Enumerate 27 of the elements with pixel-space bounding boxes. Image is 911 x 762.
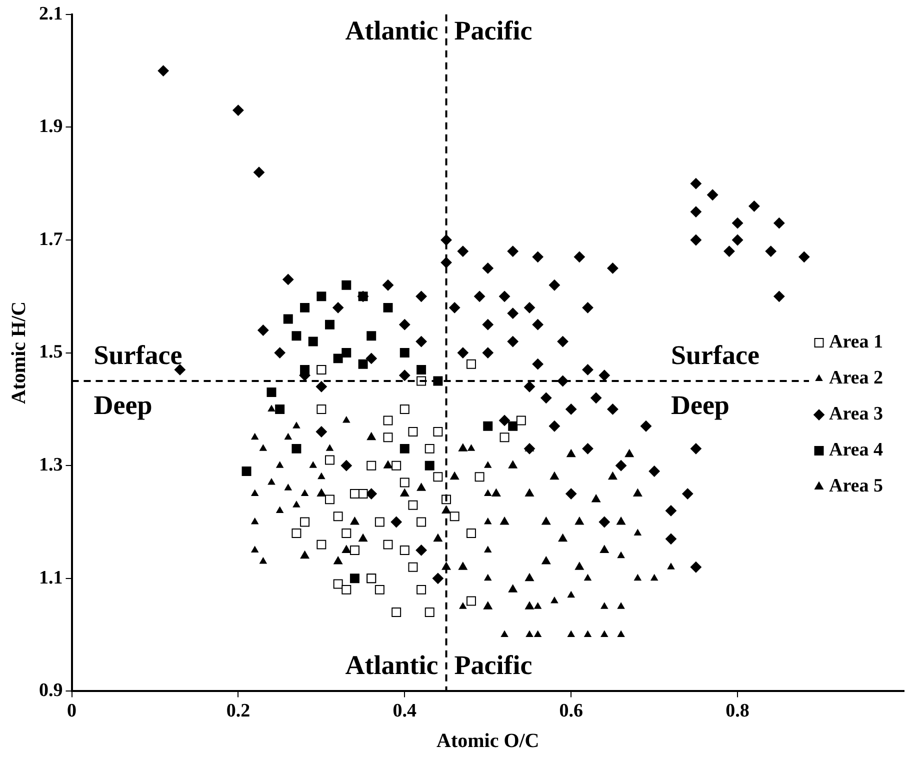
x-tick-label: 0.8 — [726, 700, 750, 722]
y-tick-label: 1.9 — [39, 116, 63, 138]
annotation: Deep — [670, 390, 730, 420]
y-tick-label: 1.5 — [39, 342, 63, 363]
y-axis-title: Atomic H/C — [8, 301, 30, 404]
legend-label: Area 1 — [829, 332, 883, 353]
x-tick-label: 0.4 — [392, 700, 418, 722]
annotation: Pacific — [454, 650, 532, 680]
y-tick-label: 2.1 — [39, 3, 63, 24]
annotation: Atlantic — [345, 15, 438, 46]
x-axis-title: Atomic O/C — [436, 730, 540, 752]
x-tick-label: 0.6 — [559, 700, 583, 722]
annotation: Surface — [670, 340, 760, 370]
annotation: Atlantic — [345, 650, 438, 680]
legend-label: Area 5 — [829, 476, 883, 497]
x-tick-label: 0 — [67, 700, 76, 722]
y-tick-label: 1.1 — [39, 567, 63, 588]
legend-label: Area 2 — [829, 368, 883, 389]
y-tick-label: 0.9 — [39, 680, 63, 702]
x-tick-label: 0.2 — [226, 700, 250, 722]
legend-label: Area 3 — [829, 404, 883, 425]
annotation: Deep — [94, 390, 152, 420]
y-tick-label: 1.7 — [39, 228, 64, 250]
annotation: Pacific — [454, 15, 532, 46]
annotation: Surface — [94, 340, 182, 370]
legend-label: Area 4 — [829, 440, 884, 461]
y-tick-label: 1.3 — [39, 454, 63, 476]
